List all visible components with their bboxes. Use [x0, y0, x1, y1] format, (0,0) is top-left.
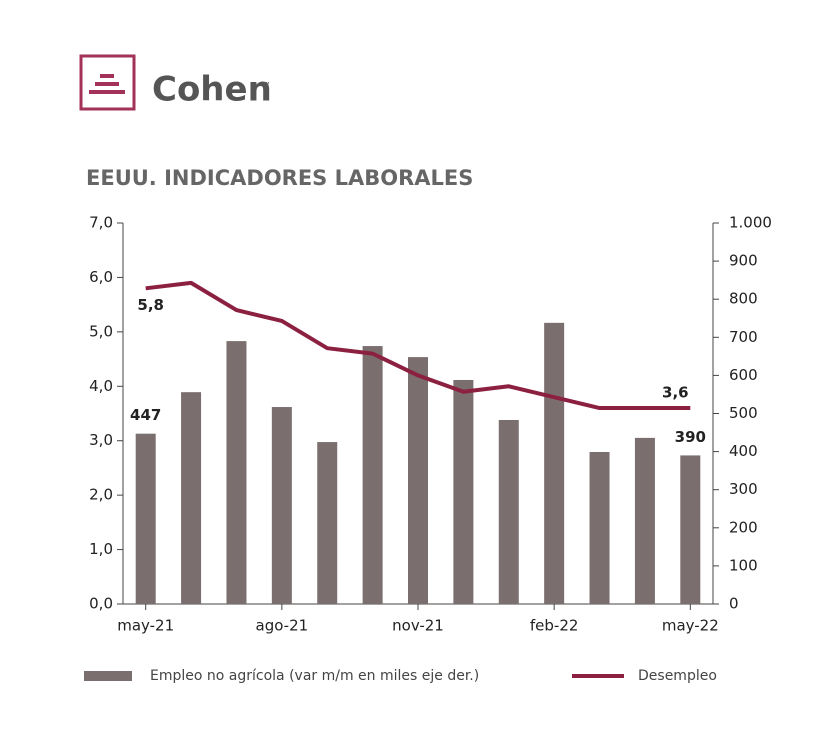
y-tick-label: 4,0	[89, 377, 113, 395]
x-tick-label: ago-21	[256, 617, 309, 635]
bar	[362, 346, 383, 604]
data-label: 390	[675, 428, 706, 446]
legend-swatch	[84, 671, 132, 681]
bar	[226, 341, 247, 604]
bar	[408, 357, 428, 604]
y-tick-label: 2,0	[89, 486, 113, 504]
bar	[135, 433, 156, 604]
bar	[544, 322, 565, 604]
y-tick-label: 1,0	[89, 540, 113, 558]
y2-tick-label: 600	[729, 366, 758, 384]
logo-frame	[79, 54, 136, 111]
x-tick-label: may-22	[662, 617, 719, 635]
chart-title: EEUU. INDICADORES LABORALES	[86, 166, 473, 190]
y2-tick-label: 400	[729, 442, 758, 460]
x-tick-label: may-21	[117, 617, 174, 635]
y2-tick-label: 700	[729, 328, 758, 346]
y2-tick-label: 100	[729, 556, 758, 574]
x-tick-label: nov-21	[392, 617, 444, 635]
bar	[317, 442, 338, 604]
y-tick-label: 3,0	[89, 431, 113, 449]
y-tick-label: 0,0	[89, 595, 113, 613]
bar	[271, 407, 292, 604]
logo: Cohen ™	[79, 54, 272, 111]
logo-step	[95, 82, 119, 86]
bar	[680, 455, 701, 604]
y-tick-label: 7,0	[89, 214, 113, 232]
bar	[453, 379, 474, 604]
bar	[181, 392, 202, 604]
data-label: 5,8	[137, 296, 164, 314]
y2-tick-label: 900	[729, 252, 758, 270]
y2-tick-label: 200	[729, 518, 758, 536]
bar	[498, 419, 519, 604]
logo-step	[89, 90, 125, 94]
y-tick-label: 5,0	[89, 322, 113, 340]
brand-mark: ™	[262, 82, 271, 92]
bar	[634, 437, 655, 604]
brand-name: Cohen	[152, 70, 272, 110]
y2-tick-label: 800	[729, 290, 758, 308]
legend-label: Desempleo	[638, 668, 717, 684]
y2-tick-label: 500	[729, 404, 758, 422]
line	[145, 280, 691, 411]
data-label: 3,6	[662, 384, 689, 402]
legend-label: Empleo no agrícola (var m/m en miles eje…	[150, 668, 479, 684]
logo-step	[100, 74, 114, 78]
x-tick-label: feb-22	[530, 617, 579, 635]
bar	[589, 451, 610, 604]
y2-tick-label: 0	[729, 595, 739, 613]
y2-tick-label: 300	[729, 480, 758, 498]
data-label: 447	[130, 406, 161, 424]
y2-tick-label: 1.000	[729, 214, 772, 232]
y-tick-label: 6,0	[89, 268, 113, 286]
